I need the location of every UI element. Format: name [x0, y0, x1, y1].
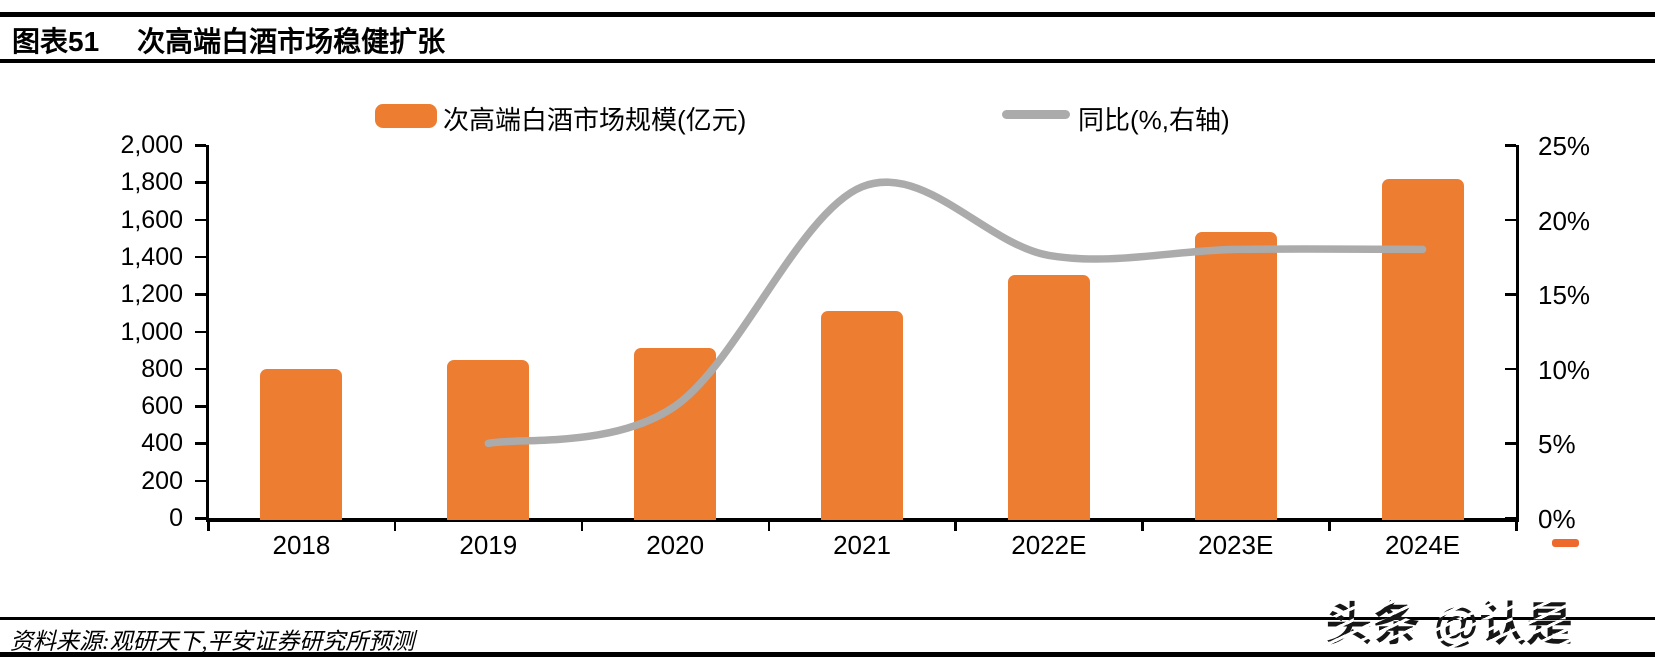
x-axis-tick [1515, 522, 1518, 531]
y-axis-label: 800 [141, 354, 183, 383]
right-axis-tick [1505, 367, 1516, 371]
x-axis-tick [1141, 522, 1144, 531]
bar-2020 [634, 348, 717, 520]
y-axis-tick [195, 442, 206, 445]
right-axis-label: 20% [1538, 205, 1591, 236]
y-axis-right [1516, 145, 1519, 522]
watermark-logo-dash [1552, 539, 1579, 547]
right-axis-label: 5% [1538, 429, 1576, 460]
y-axis-tick [195, 218, 206, 222]
y-axis-tick [195, 181, 206, 184]
right-axis-label: 0% [1538, 504, 1576, 534]
right-axis-label: 10% [1538, 354, 1591, 385]
x-axis-label: 2018 [272, 530, 331, 560]
bar-2024E [1381, 178, 1464, 520]
y-axis-tick [195, 255, 206, 259]
y-axis-label: 0 [169, 504, 183, 532]
right-axis-label: 15% [1538, 280, 1591, 311]
bar-2018 [260, 368, 343, 520]
bar-2019 [447, 360, 530, 520]
y-axis-tick [195, 517, 206, 520]
right-axis-label: 25% [1538, 131, 1591, 161]
x-axis-tick [767, 522, 771, 531]
y-axis-tick [195, 479, 206, 483]
y-axis-label: 1,400 [120, 242, 183, 271]
x-axis-tick [580, 522, 584, 531]
y-axis-label: 200 [141, 466, 183, 495]
y-axis-label: 2,000 [120, 131, 183, 159]
right-axis-tick [1505, 144, 1516, 147]
x-axis-label: 2024E [1384, 530, 1461, 560]
y-axis-tick [195, 144, 206, 147]
figure-title-text: 次高端白酒市场稳健扩张 [137, 26, 446, 57]
footer-divider [0, 617, 1655, 620]
watermark: 头条 @认是 [1326, 539, 1579, 654]
legend-line-swatch [1002, 110, 1070, 119]
right-axis-tick [1505, 517, 1516, 520]
x-axis-tick [954, 522, 957, 531]
x-axis [206, 518, 1518, 522]
x-axis-label: 2021 [833, 530, 891, 560]
y-axis-label: 600 [141, 392, 183, 421]
bar-2021 [821, 310, 903, 520]
x-axis-label: 2020 [646, 530, 705, 560]
legend-line-label: 同比(%,右轴) [1078, 105, 1230, 135]
title-divider [0, 59, 1655, 63]
figure-number: 图表51 [12, 26, 100, 57]
right-axis-tick [1505, 218, 1516, 222]
figure-title: 图表51 次高端白酒市场稳健扩张 [12, 20, 445, 60]
y-axis-tick [195, 293, 206, 296]
y-axis-tick [195, 367, 206, 371]
x-axis-tick [207, 522, 210, 531]
y-axis-label: 1,000 [120, 317, 183, 346]
top-divider [0, 12, 1655, 17]
bar-2022E [1007, 274, 1090, 520]
legend-bar-swatch [375, 104, 437, 128]
y-axis-tick [195, 405, 206, 408]
y-axis-tick [195, 330, 206, 333]
x-axis-label: 2019 [459, 530, 518, 560]
x-axis-tick [393, 522, 397, 531]
x-axis-label: 2023E [1198, 530, 1274, 560]
yoy-line [484, 178, 1427, 448]
bar-2023E [1194, 231, 1277, 520]
x-axis-tick [1328, 522, 1331, 531]
right-axis-tick [1505, 442, 1516, 445]
bottom-divider [0, 652, 1655, 657]
right-axis-tick [1505, 293, 1516, 296]
y-axis-label: 400 [141, 429, 183, 458]
x-axis-label: 2022E [1011, 530, 1087, 560]
y-axis-label: 1,600 [120, 205, 183, 234]
watermark-text: 头条 @认是 [1326, 598, 1574, 650]
legend-bar-label: 次高端白酒市场规模(亿元) [443, 105, 747, 135]
y-axis-label: 1,200 [120, 280, 183, 309]
source-note: 资料来源:观研天下,平安证券研究所预测 [10, 629, 415, 654]
y-axis-left [206, 145, 209, 522]
y-axis-label: 1,800 [120, 168, 183, 197]
